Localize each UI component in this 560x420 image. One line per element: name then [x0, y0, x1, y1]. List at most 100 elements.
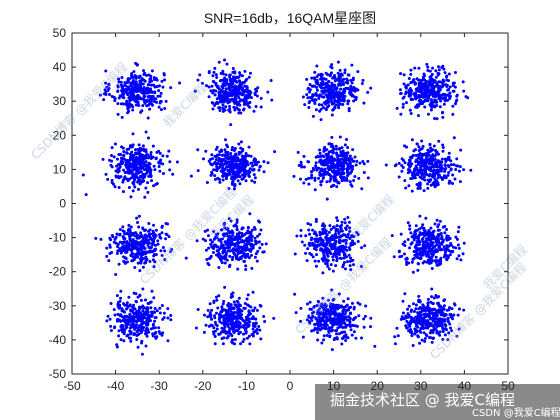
scatter-point	[136, 345, 140, 349]
scatter-point	[440, 111, 444, 115]
scatter-point	[409, 68, 413, 72]
scatter-point	[242, 247, 246, 251]
scatter-point	[256, 234, 260, 238]
scatter-point	[132, 333, 136, 337]
scatter-point	[308, 252, 312, 256]
scatter-point	[312, 99, 316, 103]
scatter-point	[419, 253, 423, 257]
scatter-point	[369, 316, 373, 320]
scatter-point	[403, 292, 407, 296]
scatter-point	[451, 84, 455, 87]
scatter-point	[346, 158, 350, 162]
scatter-point	[402, 73, 406, 77]
scatter-point	[447, 155, 451, 159]
scatter-point	[156, 242, 160, 246]
scatter-point	[154, 157, 158, 161]
scatter-point	[247, 239, 251, 243]
scatter-point	[127, 159, 131, 163]
scatter-point	[428, 157, 432, 161]
scatter-point	[117, 262, 121, 266]
scatter-point	[221, 174, 225, 178]
scatter-point	[422, 189, 426, 193]
scatter-point	[184, 256, 188, 260]
scatter-point	[167, 235, 171, 239]
scatter-point	[142, 179, 146, 183]
scatter-point	[143, 298, 147, 302]
scatter-point	[137, 104, 141, 108]
scatter-point	[408, 169, 412, 173]
scatter-point	[423, 78, 427, 82]
scatter-point	[171, 172, 175, 176]
scatter-point	[234, 152, 238, 156]
scatter-point	[232, 248, 236, 252]
scatter-point	[117, 77, 121, 81]
scatter-point	[299, 234, 303, 238]
scatter-point	[247, 145, 251, 149]
scatter-point	[214, 83, 218, 87]
scatter-point	[339, 229, 343, 233]
scatter-point	[156, 239, 160, 243]
scatter-point	[238, 313, 242, 317]
scatter-point	[236, 172, 240, 176]
scatter-point	[420, 102, 424, 106]
scatter-point	[414, 224, 418, 228]
scatter-point	[441, 64, 445, 68]
scatter-point	[453, 85, 457, 89]
scatter-point	[207, 95, 211, 99]
scatter-point	[469, 168, 473, 172]
scatter-point	[428, 142, 432, 146]
scatter-point	[233, 146, 237, 150]
scatter-point	[449, 241, 453, 245]
scatter-point	[142, 149, 146, 153]
scatter-point	[153, 248, 157, 252]
scatter-point	[149, 237, 153, 241]
scatter-point	[138, 174, 142, 178]
scatter-point	[346, 297, 350, 301]
scatter-point	[129, 164, 133, 168]
scatter-point	[251, 327, 255, 331]
scatter-point	[139, 243, 143, 247]
scatter-point	[406, 238, 410, 242]
scatter-point	[344, 241, 348, 245]
scatter-point	[455, 237, 459, 241]
scatter-point	[98, 93, 102, 97]
scatter-point	[451, 249, 455, 253]
scatter-point	[430, 295, 434, 299]
scatter-point	[316, 82, 320, 86]
scatter-point	[337, 232, 341, 236]
scatter-point	[125, 165, 129, 169]
scatter-point	[343, 312, 347, 316]
scatter-point	[242, 323, 246, 327]
scatter-point	[336, 100, 340, 104]
scatter-point	[442, 102, 446, 106]
scatter-point	[347, 107, 351, 111]
scatter-point	[360, 187, 364, 191]
scatter-point	[409, 91, 413, 95]
scatter-point	[154, 76, 158, 80]
scatter-point	[419, 78, 423, 82]
scatter-point	[351, 324, 355, 327]
scatter-point	[236, 248, 240, 252]
scatter-point	[423, 249, 427, 253]
scatter-point	[343, 71, 347, 75]
scatter-point	[230, 236, 234, 240]
scatter-point	[136, 221, 140, 225]
scatter-point	[129, 225, 133, 229]
scatter-point	[329, 228, 333, 232]
scatter-point	[223, 261, 227, 265]
scatter-point	[330, 348, 334, 352]
scatter-point	[335, 332, 339, 336]
scatter-point	[159, 249, 163, 253]
scatter-point	[346, 99, 350, 103]
scatter-point	[104, 172, 108, 176]
scatter-point	[223, 316, 227, 320]
scatter-point	[328, 173, 332, 177]
scatter-point	[319, 324, 323, 328]
scatter-point	[240, 231, 244, 235]
scatter-point	[247, 169, 251, 173]
scatter-point	[237, 88, 241, 92]
scatter-point	[142, 73, 146, 77]
scatter-point	[196, 169, 200, 173]
scatter-point	[122, 245, 126, 249]
scatter-point	[137, 162, 141, 166]
